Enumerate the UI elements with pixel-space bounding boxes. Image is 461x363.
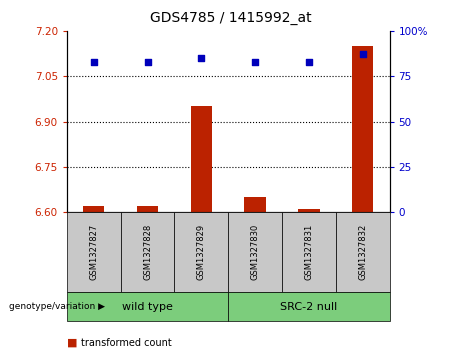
- Point: [359, 52, 366, 57]
- Text: ■: ■: [67, 338, 77, 348]
- Bar: [298, 209, 319, 212]
- Text: genotype/variation ▶: genotype/variation ▶: [9, 302, 105, 311]
- Text: transformed count: transformed count: [81, 338, 171, 348]
- Point: [198, 55, 205, 61]
- Point: [305, 59, 313, 65]
- Text: wild type: wild type: [122, 302, 173, 312]
- Text: GSM1327832: GSM1327832: [358, 224, 367, 280]
- Text: GSM1327831: GSM1327831: [304, 224, 313, 280]
- Bar: [352, 46, 373, 212]
- Bar: [190, 106, 212, 212]
- Text: GDS4785 / 1415992_at: GDS4785 / 1415992_at: [150, 11, 311, 25]
- Point: [144, 59, 151, 65]
- Point: [90, 59, 97, 65]
- Bar: [244, 197, 266, 212]
- Text: GSM1327827: GSM1327827: [89, 224, 98, 280]
- Text: SRC-2 null: SRC-2 null: [280, 302, 337, 312]
- Text: GSM1327829: GSM1327829: [197, 224, 206, 280]
- Bar: [83, 206, 105, 212]
- Text: GSM1327828: GSM1327828: [143, 224, 152, 280]
- Text: GSM1327830: GSM1327830: [251, 224, 260, 280]
- Point: [251, 59, 259, 65]
- Bar: [137, 206, 158, 212]
